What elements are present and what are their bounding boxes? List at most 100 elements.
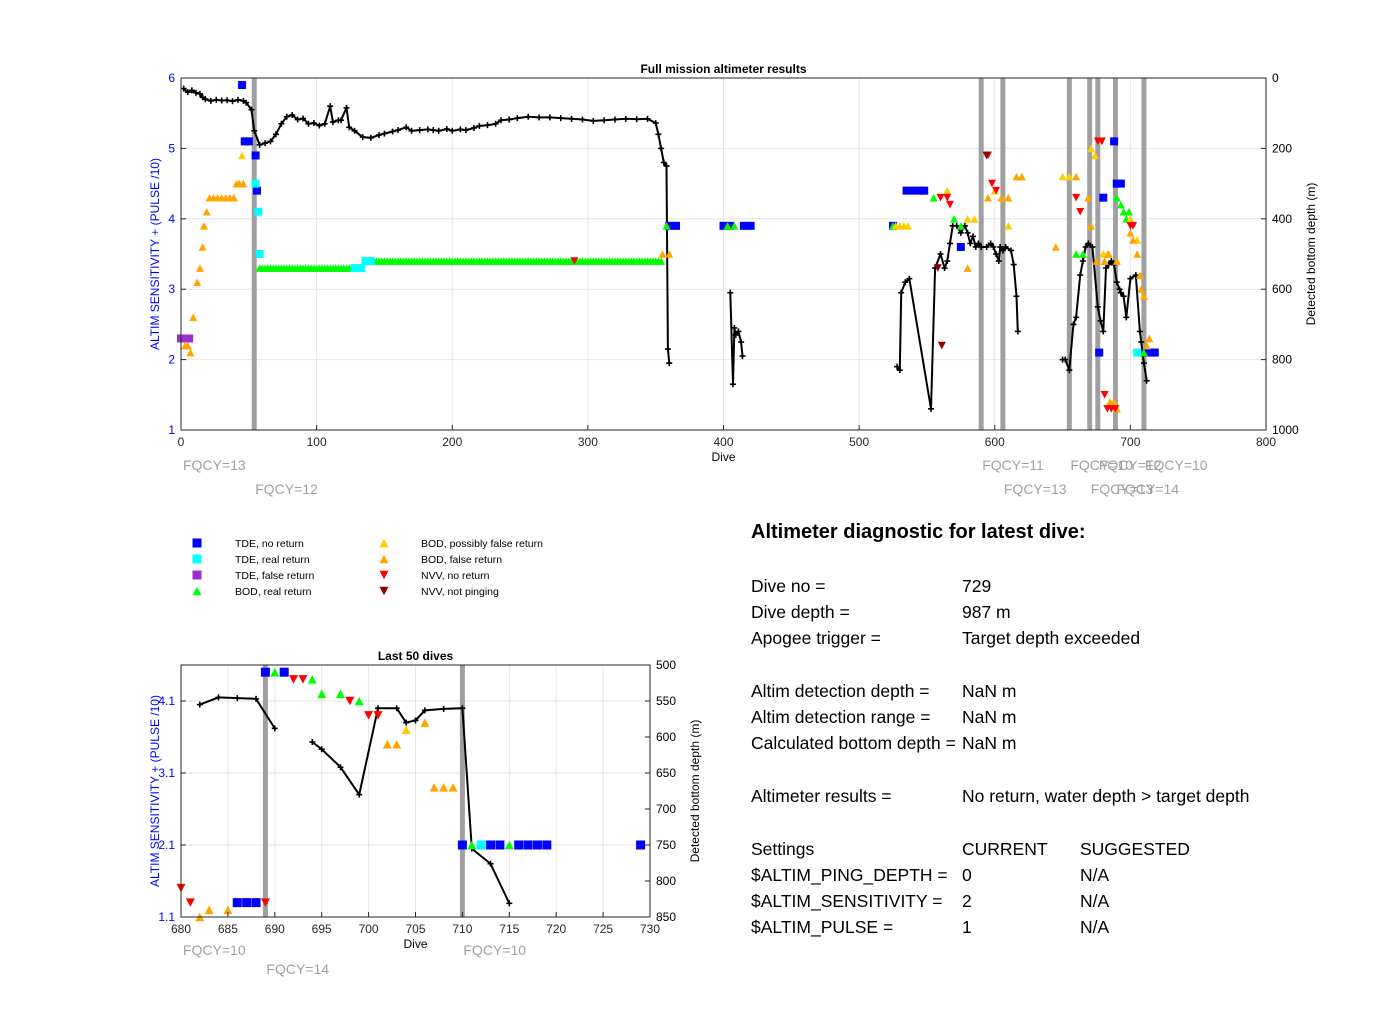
data-point xyxy=(1004,222,1013,230)
y-tick-label: 3 xyxy=(168,282,175,296)
depth-point xyxy=(995,258,1002,265)
depth-point xyxy=(732,331,739,338)
data-point xyxy=(937,341,946,350)
depth-point xyxy=(970,233,977,240)
depth-point xyxy=(343,104,350,111)
data-point xyxy=(1092,257,1101,265)
depth-point xyxy=(367,134,374,141)
data-point xyxy=(936,193,945,202)
data-point xyxy=(193,278,202,286)
data-point xyxy=(920,186,929,195)
depth-point xyxy=(946,240,953,247)
data-point xyxy=(902,186,911,195)
y-tick-label: 1 xyxy=(168,423,175,437)
depth-point xyxy=(449,127,456,134)
depth-point xyxy=(424,126,431,133)
data-point xyxy=(357,264,366,273)
y-axis-label: ALTIM SENSITIVITY + (PULSE /10) xyxy=(148,158,162,350)
x-tick-label: 700 xyxy=(1120,435,1140,449)
x-tick-label: 400 xyxy=(713,435,733,449)
depth-point xyxy=(256,141,263,148)
depth-point xyxy=(729,381,736,388)
y-right-tick-label: 650 xyxy=(656,766,676,780)
depth-point xyxy=(403,719,410,726)
depth-point xyxy=(937,251,944,257)
data-point xyxy=(665,221,674,230)
y-tick-label: 6 xyxy=(168,71,175,85)
data-point xyxy=(1100,391,1109,399)
data-point xyxy=(392,739,402,749)
data-point xyxy=(1072,193,1081,202)
diagnostic-title: Altimeter diagnostic for latest dive: xyxy=(751,521,1086,543)
data-point xyxy=(361,257,370,266)
x-axis-label: Dive xyxy=(711,450,735,464)
data-point xyxy=(1065,172,1074,181)
data-point xyxy=(982,151,991,160)
data-point xyxy=(1058,172,1067,181)
data-point xyxy=(379,538,389,548)
depth-point xyxy=(389,128,396,135)
depth-point xyxy=(1108,258,1115,265)
depth-point xyxy=(196,90,203,97)
chart-title: Last 50 dives xyxy=(378,649,454,663)
depth-point xyxy=(251,127,258,134)
data-point xyxy=(260,898,270,907)
depth-point xyxy=(305,120,312,127)
depth-point xyxy=(403,124,410,131)
depth-point xyxy=(329,119,336,125)
data-point xyxy=(719,221,728,230)
depth-point xyxy=(967,240,974,247)
apogee-trigger-label: Apogee trigger = xyxy=(751,628,881,648)
depth-point xyxy=(1079,258,1086,265)
data-point xyxy=(1145,334,1154,343)
depth-point xyxy=(338,117,345,124)
depth-point xyxy=(1008,247,1015,254)
y-right-tick-label: 400 xyxy=(1272,212,1292,226)
data-point xyxy=(956,222,965,230)
data-point xyxy=(448,783,458,792)
data-point xyxy=(963,215,972,223)
data-point xyxy=(1087,222,1096,230)
data-point xyxy=(486,840,496,850)
x-tick-label: 720 xyxy=(546,922,566,936)
depth-point xyxy=(1073,314,1080,321)
data-point xyxy=(658,250,667,258)
data-point xyxy=(997,193,1006,202)
x-tick-label: 200 xyxy=(442,435,462,449)
depth-point xyxy=(487,860,494,867)
data-point xyxy=(192,538,202,548)
data-point xyxy=(1110,398,1119,406)
depth-point xyxy=(1089,243,1096,250)
depth-point xyxy=(337,764,344,771)
depth-point xyxy=(978,243,985,250)
depth-point xyxy=(546,114,553,121)
data-point xyxy=(200,222,209,230)
data-point xyxy=(1078,250,1087,258)
data-point xyxy=(739,221,748,230)
data-point xyxy=(929,193,938,202)
data-point xyxy=(251,179,260,188)
data-point xyxy=(198,243,207,251)
depth-point xyxy=(213,96,220,103)
depth-point xyxy=(498,117,505,124)
depth-point xyxy=(359,134,366,141)
x-tick-label: 0 xyxy=(178,435,185,449)
detection-depth-label: Altim detection depth = xyxy=(751,681,930,701)
x-tick-label: 500 xyxy=(849,435,869,449)
data-point xyxy=(204,905,214,915)
depth-point xyxy=(579,116,586,123)
x-tick-label: 730 xyxy=(640,922,660,936)
fqcy-label: FQCY=13 xyxy=(1091,481,1154,497)
data-point xyxy=(1112,257,1121,265)
y-right-tick-label: 750 xyxy=(656,838,676,852)
depth-point xyxy=(271,725,278,732)
depth-point xyxy=(440,705,447,712)
data-point xyxy=(1146,348,1155,357)
y-tick-label: 4 xyxy=(168,212,175,226)
data-point xyxy=(1104,250,1113,258)
data-point xyxy=(909,186,918,195)
data-point xyxy=(251,151,260,160)
data-point xyxy=(317,689,327,699)
depth-point xyxy=(218,97,225,104)
